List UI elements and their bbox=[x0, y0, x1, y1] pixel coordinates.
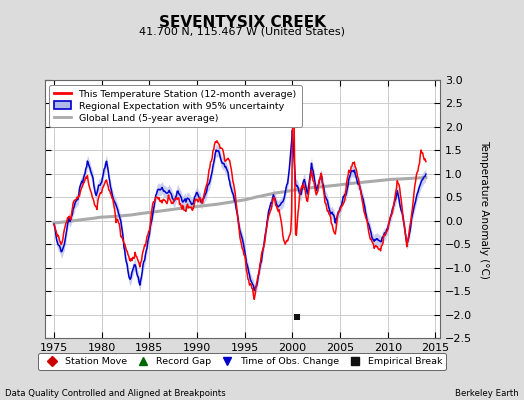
Legend: Station Move, Record Gap, Time of Obs. Change, Empirical Break: Station Move, Record Gap, Time of Obs. C… bbox=[38, 353, 446, 370]
Y-axis label: Temperature Anomaly (°C): Temperature Anomaly (°C) bbox=[479, 140, 489, 278]
Text: Berkeley Earth: Berkeley Earth bbox=[455, 389, 519, 398]
Text: SEVENTYSIX CREEK: SEVENTYSIX CREEK bbox=[159, 15, 325, 30]
Text: 41.700 N, 115.467 W (United States): 41.700 N, 115.467 W (United States) bbox=[139, 26, 345, 36]
Legend: This Temperature Station (12-month average), Regional Expectation with 95% uncer: This Temperature Station (12-month avera… bbox=[49, 85, 301, 127]
Text: Data Quality Controlled and Aligned at Breakpoints: Data Quality Controlled and Aligned at B… bbox=[5, 389, 226, 398]
